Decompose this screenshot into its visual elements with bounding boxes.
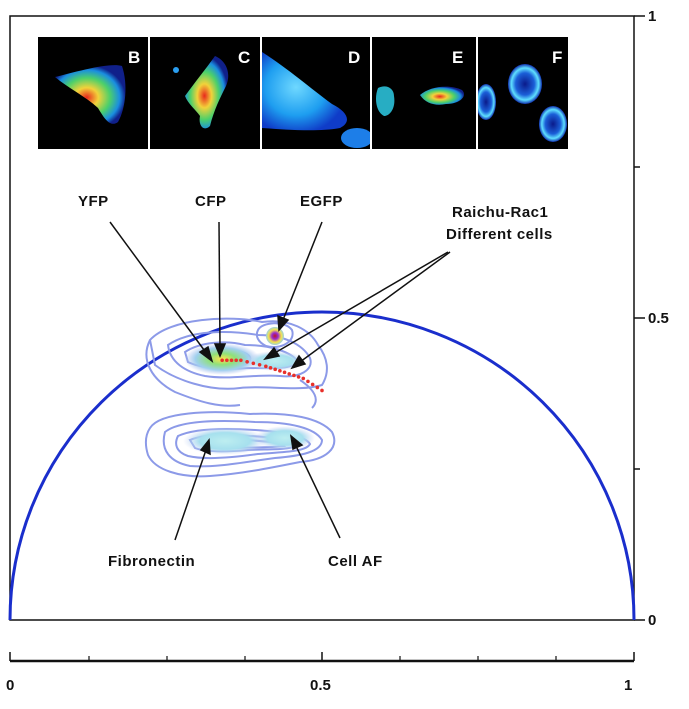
trajectory-point: [287, 372, 292, 376]
trajectory-point: [251, 361, 256, 366]
panel-letter-d: D: [348, 48, 360, 67]
trajectory-point: [273, 367, 278, 372]
egfp-density: [266, 327, 284, 345]
trajectory-point: [239, 358, 243, 363]
trajectory-point: [229, 358, 234, 363]
panel-letter-e: E: [452, 48, 463, 67]
inset-panel-f: F: [476, 37, 568, 149]
inset-panel-b: B: [38, 37, 148, 149]
inset-panel-d: D: [262, 37, 373, 149]
trajectory-point: [278, 369, 282, 373]
panel-letter-b: B: [128, 48, 140, 67]
label-cfp: CFP: [195, 193, 227, 210]
universal-semicircle: [8, 310, 636, 621]
panel-letter-c: C: [238, 48, 250, 67]
trajectory-point: [264, 364, 268, 369]
inset-panels: B C D E F: [38, 37, 568, 149]
label-yfp: YFP: [78, 193, 109, 210]
y-tick-1: 1: [648, 8, 656, 25]
trajectory-point: [268, 366, 273, 370]
inset-panel-c: C: [150, 37, 260, 149]
x-tick-1: 1: [624, 677, 632, 694]
label-raichu: Raichu-Rac1: [452, 204, 548, 221]
trajectory-point: [220, 358, 224, 363]
trajectory-point: [257, 363, 262, 367]
trajectory-point: [282, 370, 287, 375]
trajectory-point: [306, 379, 310, 384]
trajectory-point: [292, 373, 296, 378]
trajectory-point: [225, 358, 229, 363]
trajectory-point: [234, 358, 238, 363]
y-axis: [634, 15, 645, 621]
panel-letter-f: F: [552, 48, 562, 67]
trajectory-point: [296, 375, 301, 379]
trajectory-point: [245, 359, 249, 364]
annotation-arrows: [109, 221, 451, 541]
trajectory-point: [320, 388, 324, 393]
y-tick-0-5: 0.5: [648, 310, 669, 327]
label-fibronectin: Fibronectin: [108, 553, 195, 570]
trajectory-point: [310, 382, 315, 387]
fibronectin-density: [183, 427, 267, 455]
y-tick-0: 0: [648, 612, 656, 629]
cell-af-density: [255, 426, 315, 450]
x-tick-0-5: 0.5: [310, 677, 331, 694]
label-egfp: EGFP: [300, 193, 343, 210]
raichu-trajectory: [220, 358, 324, 393]
trajectory-point: [315, 385, 320, 390]
inset-panel-e: E: [372, 37, 476, 149]
x-tick-0: 0: [6, 677, 14, 694]
trajectory-point: [301, 376, 306, 381]
label-cell-af: Cell AF: [328, 553, 383, 570]
label-different-cells: Different cells: [446, 226, 553, 243]
x-axis: [9, 652, 635, 663]
